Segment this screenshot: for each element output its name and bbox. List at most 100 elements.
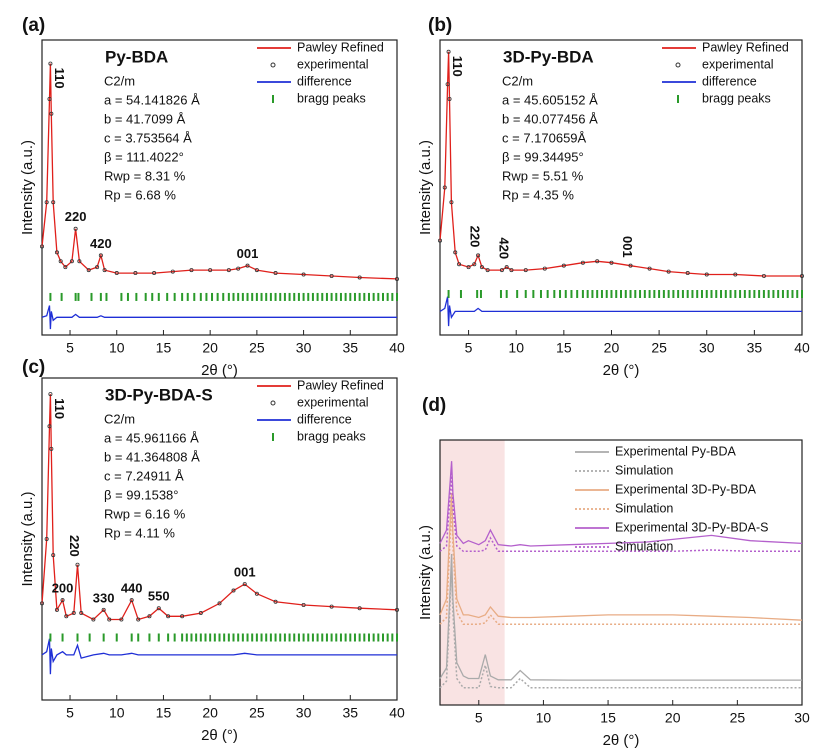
data-point: [47, 424, 52, 429]
lattice-parameter: β = 99.1538°: [104, 487, 178, 502]
x-tick-label: 10: [508, 340, 524, 356]
data-point: [704, 272, 709, 277]
legend-marker: [270, 400, 276, 406]
data-point: [91, 617, 96, 622]
legend-label: Simulation: [615, 539, 673, 553]
legend-label: Simulation: [615, 463, 673, 477]
lattice-parameter: c = 3.753564 Å: [104, 130, 192, 145]
data-point: [49, 446, 54, 451]
legend-label: Pawley Refined: [702, 40, 789, 54]
peak-label: 200: [52, 581, 74, 596]
peak-label: 420: [90, 236, 112, 251]
data-point: [485, 268, 490, 273]
data-point: [394, 276, 399, 281]
data-point: [457, 262, 462, 267]
data-point: [136, 617, 141, 622]
data-point: [119, 617, 124, 622]
data-point: [449, 200, 454, 205]
series-line: [439, 471, 802, 553]
data-point: [95, 265, 100, 270]
data-point: [445, 82, 450, 87]
x-axis-label: 2θ (°): [201, 727, 238, 744]
series-line: [439, 492, 803, 621]
x-tick-label: 15: [600, 710, 616, 726]
x-tick-label: 40: [389, 340, 405, 356]
x-tick-label: 30: [296, 705, 312, 721]
data-point: [73, 226, 78, 231]
legend-label: bragg peaks: [702, 91, 771, 105]
x-tick-label: 15: [156, 340, 172, 356]
x-tick-label: 20: [202, 705, 218, 721]
x-axis-label: 2θ (°): [603, 362, 640, 379]
panel-title: Py-BDA: [105, 47, 168, 66]
data-point: [54, 607, 59, 612]
series-line: [41, 305, 397, 330]
x-tick-label: 25: [651, 340, 667, 356]
lattice-parameter: b = 41.7099 Å: [104, 111, 186, 126]
data-point: [189, 268, 194, 273]
x-tick-label: 15: [556, 340, 572, 356]
data-point: [152, 271, 157, 276]
lattice-parameter: Rwp = 8.31 %: [104, 168, 186, 183]
x-tick-label: 15: [156, 705, 172, 721]
data-point: [129, 598, 134, 603]
data-point: [609, 260, 614, 265]
peak-label: 110: [52, 68, 67, 89]
panel-label: (b): [428, 15, 452, 36]
data-point: [98, 253, 103, 258]
data-point: [242, 582, 247, 587]
lattice-parameter: a = 45.961166 Å: [104, 430, 199, 445]
x-tick-label: 25: [249, 705, 265, 721]
data-point: [170, 269, 175, 274]
peak-label: 420: [496, 237, 511, 259]
data-point: [245, 263, 250, 268]
data-point: [472, 262, 477, 267]
legend-label: experimental: [702, 57, 774, 71]
data-point: [357, 606, 362, 611]
lattice-parameter: a = 54.141826 Å: [104, 92, 200, 107]
data-point: [51, 553, 56, 558]
peak-label: 220: [65, 209, 87, 224]
lattice-parameter: C2/m: [104, 411, 135, 426]
data-point: [595, 259, 600, 264]
data-point: [523, 268, 528, 273]
data-point: [273, 599, 278, 604]
x-tick-label: 35: [747, 340, 763, 356]
y-axis-label: Intensity (a.u.): [417, 140, 434, 235]
data-point: [44, 200, 49, 205]
data-point: [69, 259, 74, 264]
x-tick-label: 5: [475, 710, 483, 726]
data-point: [542, 266, 547, 271]
lattice-parameter: Rp = 6.68 %: [104, 187, 176, 202]
y-axis-label: Intensity (a.u.): [417, 525, 434, 620]
plot-frame: [41, 377, 398, 701]
data-point: [236, 266, 241, 271]
data-point: [40, 244, 45, 249]
legend-label: difference: [297, 412, 352, 426]
data-point: [75, 562, 80, 567]
data-point: [51, 200, 56, 205]
x-tick-label: 30: [699, 340, 715, 356]
x-tick-label: 10: [109, 705, 125, 721]
legend-label: Experimental 3D-Py-BDA-S: [615, 520, 769, 534]
x-tick-label: 25: [249, 340, 265, 356]
legend-label: Simulation: [615, 501, 673, 515]
lattice-parameter: Rwp = 6.16 %: [104, 506, 186, 521]
peak-label: 001: [234, 565, 256, 580]
data-point: [504, 265, 509, 270]
series-line: [41, 63, 398, 280]
panel-label: (a): [22, 15, 45, 36]
data-point: [453, 250, 458, 255]
data-point: [447, 97, 452, 102]
x-tick-label: 5: [465, 340, 473, 356]
data-point: [133, 271, 138, 276]
data-point: [107, 617, 112, 622]
data-point: [71, 611, 76, 616]
x-tick-label: 40: [794, 340, 810, 356]
peak-label: 440: [121, 581, 143, 596]
plot-frame: [41, 39, 398, 336]
data-point: [685, 271, 690, 276]
data-point: [479, 265, 484, 270]
legend-label: bragg peaks: [297, 91, 366, 105]
x-tick-label: 20: [202, 340, 218, 356]
